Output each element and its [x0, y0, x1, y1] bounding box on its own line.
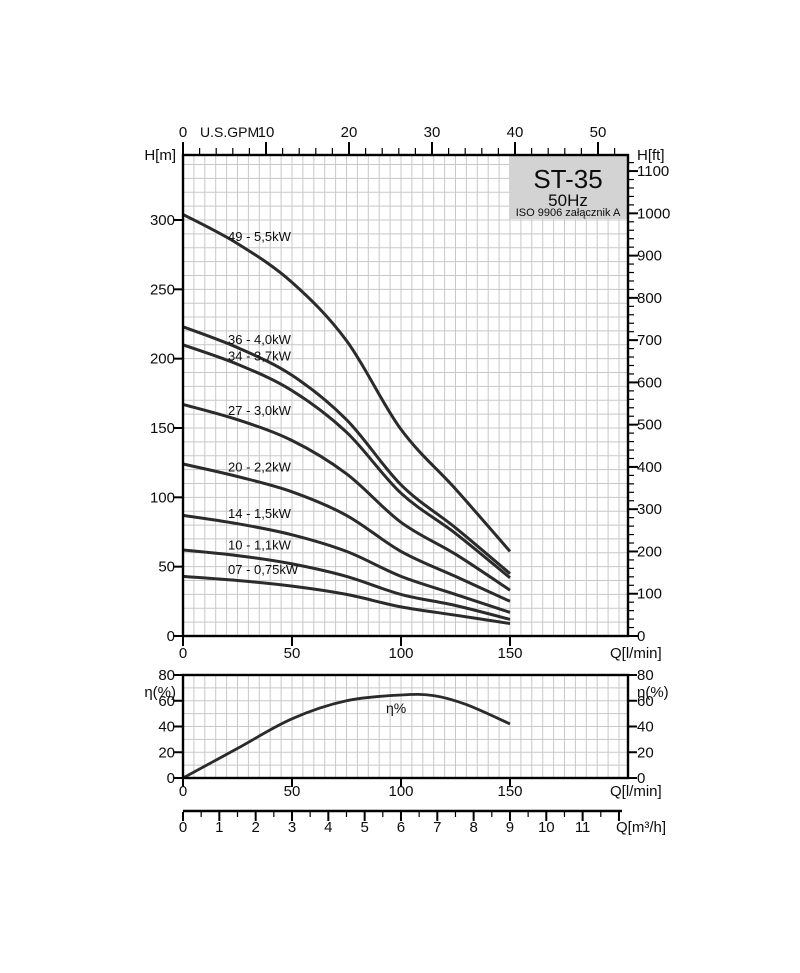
eff-bottom-tick-label: 50 [284, 783, 301, 800]
right-tick-label: 500 [637, 417, 662, 434]
top-tick-label: 30 [424, 124, 441, 141]
efficiency-chart-curve [182, 692, 511, 780]
ruler-tick-label: 9 [506, 819, 514, 836]
left-tick-label: 50 [158, 559, 175, 576]
ruler-tick-label: 2 [251, 819, 259, 836]
eff-y-left-unit: η(%) [144, 684, 176, 701]
ruler-tick-label: 8 [469, 819, 477, 836]
m3h-ruler: 0 1 2 3 4 5 6 7 8 9 10 11 [179, 809, 622, 836]
right-tick-label: 1100 [637, 163, 669, 180]
head-chart-ticks [174, 142, 638, 646]
ruler-tick-label: 4 [324, 819, 332, 836]
right-tick-label: 0 [637, 628, 645, 645]
right-tick-label: 300 [637, 501, 662, 518]
eff-left-tick-label: 20 [158, 744, 175, 761]
ruler-tick-label: 5 [360, 819, 368, 836]
efficiency-curve [182, 692, 511, 780]
bottom-tick-label: 50 [284, 645, 301, 662]
bottom-tick-label: 100 [388, 645, 413, 662]
curve-label: 07 - 0,75kW [228, 562, 299, 577]
curve-label: 49 - 5,5kW [228, 229, 292, 244]
top-tick-label: 40 [507, 124, 524, 141]
efficiency-chart-frame [181, 673, 630, 780]
frequency-label: 50Hz [548, 191, 588, 210]
right-tick-label: 1000 [637, 205, 670, 222]
eff-bottom-tick-label: 150 [497, 783, 522, 800]
top-tick-label: 0 [179, 124, 187, 141]
head-curve-36 [182, 325, 511, 575]
eff-left-tick-label: 60 [158, 693, 175, 710]
eff-right-tick-label: 0 [637, 770, 645, 787]
right-tick-label: 700 [637, 332, 662, 349]
model-label: ST-35 [533, 164, 602, 194]
left-tick-label: 0 [167, 628, 175, 645]
eff-right-tick-label: 40 [637, 719, 654, 736]
left-tick-label: 300 [150, 212, 175, 229]
right-tick-label: 100 [637, 586, 662, 603]
head-x-bottom-unit: Q[l/min] [610, 645, 662, 662]
right-tick-label: 600 [637, 374, 662, 391]
eff-left-tick-label: 40 [158, 719, 175, 736]
efficiency-chart-grid [184, 676, 627, 777]
ruler-tick-label: 6 [397, 819, 405, 836]
left-tick-label: 100 [150, 489, 175, 506]
curve-label: 34 - 3,7kW [228, 348, 292, 363]
ruler-tick-label: 0 [179, 819, 187, 836]
head-curve-49 [182, 213, 512, 553]
head-curve-07 [182, 574, 511, 625]
right-tick-label: 200 [637, 543, 662, 560]
ruler-tick-label: 1 [215, 819, 223, 836]
eff-left-tick-label: 0 [167, 770, 175, 787]
title-box [509, 156, 627, 219]
top-tick-label: 50 [590, 124, 607, 141]
head-y-right-unit: H[ft] [637, 147, 665, 164]
head-x-top-unit: U.S.GPM [200, 124, 259, 140]
head-chart-grid [184, 156, 627, 635]
head-curve-34 [182, 343, 511, 579]
curve-label: 10 - 1,1kW [228, 538, 292, 553]
efficiency-chart-tick-labels: 0 50 100 150 0 20 40 60 80 0 20 40 60 80 [158, 667, 653, 800]
eff-left-tick-label: 80 [158, 667, 175, 684]
curve-label: 36 - 4,0kW [228, 332, 292, 347]
top-tick-label: 20 [341, 124, 358, 141]
eff-y-right-unit: η(%) [637, 684, 669, 701]
eff-bottom-tick-label: 0 [179, 783, 187, 800]
eff-bottom-tick-label: 100 [388, 783, 413, 800]
head-curve-14 [182, 513, 511, 614]
curve-label: 20 - 2,2kW [228, 459, 292, 474]
right-tick-label: 400 [637, 459, 662, 476]
right-tick-label: 800 [637, 290, 662, 307]
head-chart-frame [181, 153, 630, 638]
left-tick-label: 200 [150, 351, 175, 368]
ruler-tick-label: 7 [433, 819, 441, 836]
top-tick-label: 10 [258, 124, 275, 141]
curve-label: 14 - 1,5kW [228, 506, 292, 521]
head-curve-27 [182, 402, 511, 592]
right-tick-label: 900 [637, 248, 662, 265]
bottom-tick-label: 0 [179, 645, 187, 662]
standard-label: ISO 9906 załącznik A [516, 207, 621, 219]
m3h-unit: Q[m³/h] [616, 819, 666, 836]
head-y-left-unit: H[m] [144, 147, 176, 164]
eff-right-tick-label: 60 [637, 693, 654, 710]
ruler-tick-label: 10 [538, 819, 555, 836]
head-curve-20 [182, 462, 511, 603]
eff-right-tick-label: 20 [637, 744, 654, 761]
ruler-tick-label: 11 [575, 819, 591, 836]
head-chart-curves [182, 213, 512, 625]
left-tick-label: 150 [150, 420, 175, 437]
eff-right-tick-label: 80 [637, 667, 654, 684]
left-tick-label: 250 [150, 281, 175, 298]
head-curve-10 [182, 548, 511, 621]
ruler-tick-label: 3 [288, 819, 296, 836]
eff-x-bottom-unit: Q[l/min] [610, 783, 662, 800]
curve-label: 27 - 3,0kW [228, 403, 292, 418]
efficiency-chart-ticks [174, 674, 637, 787]
bottom-tick-label: 150 [497, 645, 522, 662]
efficiency-curve-label: η% [386, 700, 406, 716]
